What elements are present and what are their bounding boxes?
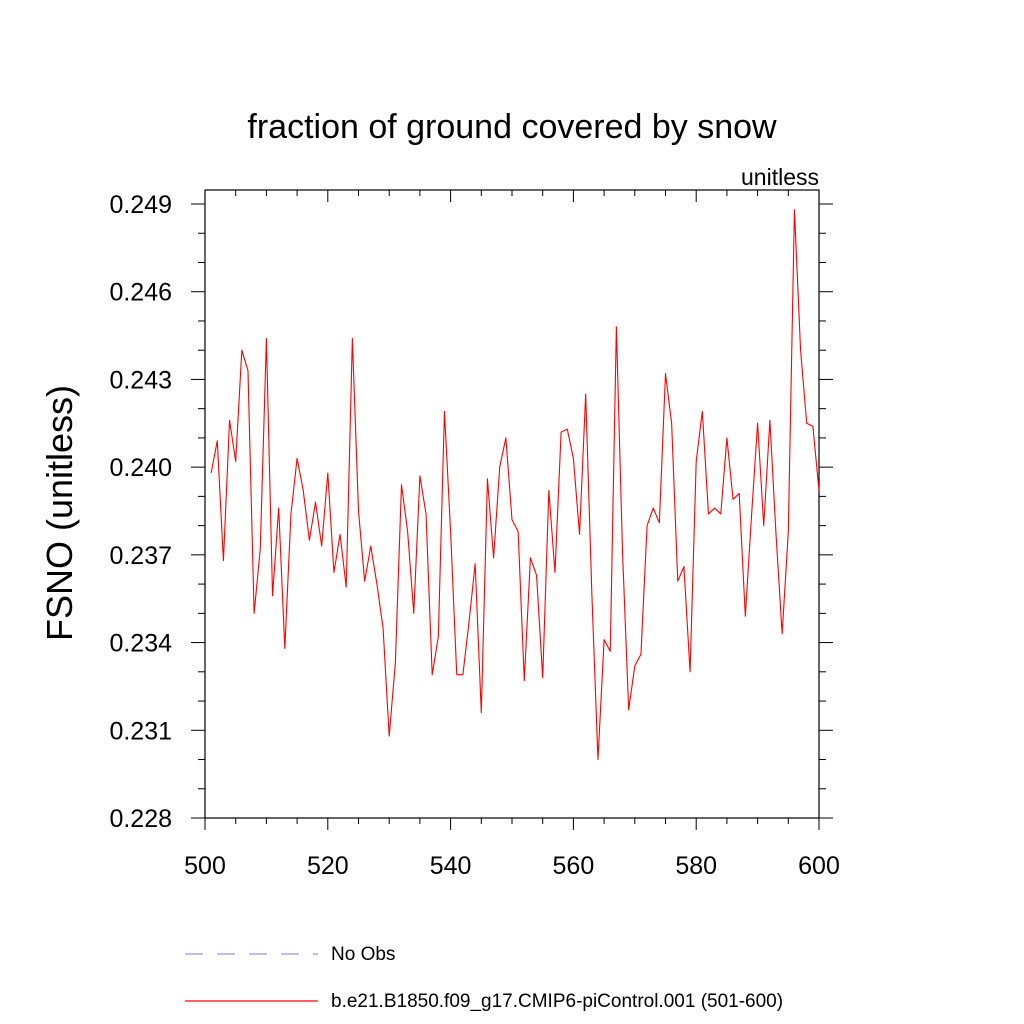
units-label: unitless: [741, 164, 819, 190]
x-tick-label: 520: [307, 852, 349, 880]
x-tick-label: 500: [184, 852, 226, 880]
legend-label-model: b.e21.B1850.f09_g17.CMIP6-piControl.001 …: [331, 991, 783, 1012]
x-tick-label: 560: [553, 852, 595, 880]
legend: No Obs b.e21.B1850.f09_g17.CMIP6-piContr…: [185, 944, 783, 1012]
chart-title: fraction of ground covered by snow: [247, 108, 777, 146]
y-tick-label: 0.234: [109, 630, 172, 658]
x-tick-label: 600: [798, 852, 840, 880]
x-tick-label: 540: [430, 852, 472, 880]
y-tick-label: 0.240: [109, 454, 172, 482]
series-line-model: [210, 209, 820, 761]
series-group: [210, 209, 820, 761]
y-axis-label: FSNO (unitless): [39, 385, 80, 641]
plot-frame: [204, 189, 820, 819]
y-tick-label: 0.246: [109, 279, 172, 307]
y-tick-label: 0.228: [109, 805, 172, 833]
y-tick-label: 0.243: [109, 366, 172, 394]
y-tick-label: 0.237: [109, 542, 172, 570]
axis-tick-labels: 500 520 540 560 580 600 0.228 0.231 0.234 0.237 0.…: [109, 191, 839, 880]
legend-label-no-obs: No Obs: [331, 944, 395, 965]
y-tick-label: 0.231: [109, 717, 172, 745]
x-tick-label: 580: [675, 852, 717, 880]
axis-ticks: [191, 190, 833, 830]
y-tick-label: 0.249: [109, 191, 172, 219]
